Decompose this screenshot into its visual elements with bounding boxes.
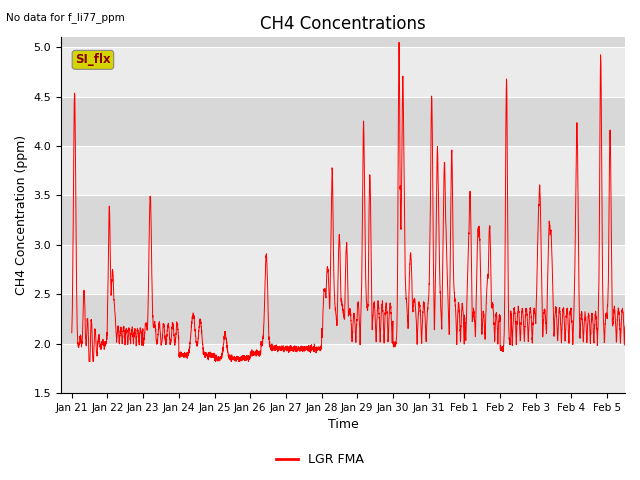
Bar: [61, 344, 625, 393]
Title: CH4 Concentrations: CH4 Concentrations: [260, 15, 426, 33]
Bar: [61, 47, 625, 96]
Legend: LGR FMA: LGR FMA: [271, 448, 369, 471]
Bar: [61, 146, 625, 195]
X-axis label: Time: Time: [328, 419, 358, 432]
Text: SI_flx: SI_flx: [75, 53, 111, 66]
Y-axis label: CH4 Concentration (ppm): CH4 Concentration (ppm): [15, 135, 28, 295]
Text: No data for f_li77_ppm: No data for f_li77_ppm: [6, 12, 125, 23]
Bar: [61, 245, 625, 294]
